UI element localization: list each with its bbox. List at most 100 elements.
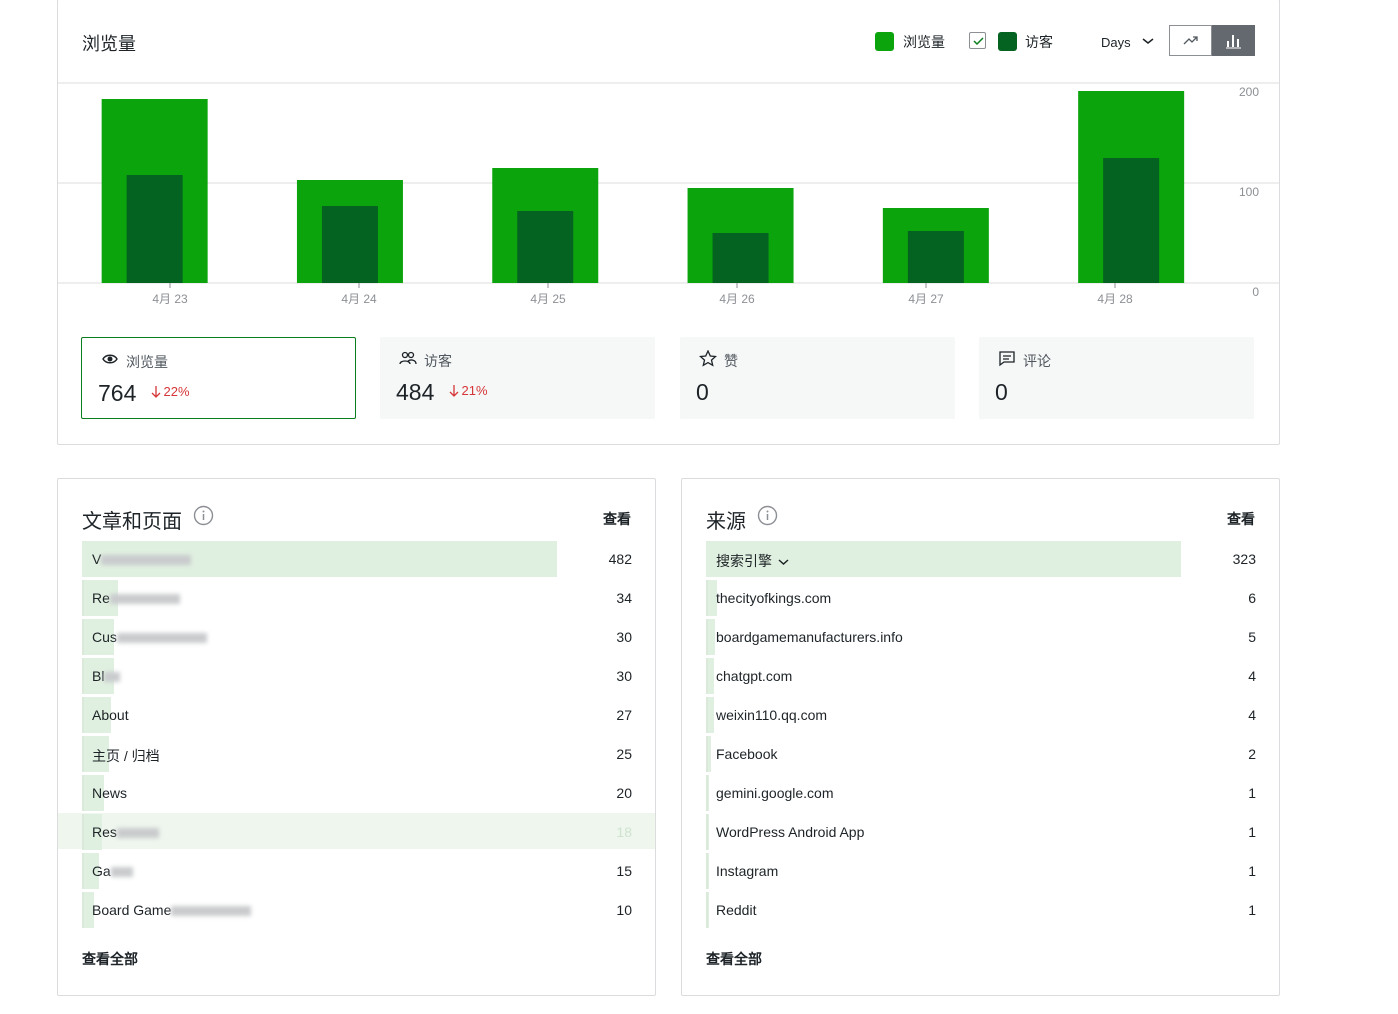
legend-label[interactable]: 访客 — [1025, 34, 1053, 50]
stat-change: 21% — [461, 383, 488, 398]
list-row[interactable]: Res 18 — [82, 814, 632, 850]
row-label-text: Board Game — [92, 902, 172, 918]
bar — [907, 231, 964, 283]
row-label-text: Ga — [92, 863, 111, 879]
row-value: 30 — [616, 629, 632, 645]
stat-label: 评论 — [1023, 353, 1051, 369]
row-label: 主页 / 归档 — [92, 746, 160, 766]
column-header: 查看 — [603, 511, 631, 527]
period-select[interactable]: Days — [1101, 35, 1131, 50]
row-label-text: Cus — [92, 629, 117, 645]
row-label-text: Reddit — [716, 902, 757, 918]
referrers-panel: 来源 查看 搜索引擎 323 thecityofkings.com 6 boardgamem… — [681, 478, 1280, 996]
row-value: 4 — [1248, 668, 1256, 684]
y-tick-label: 0 — [1252, 285, 1259, 299]
row-label-text: Instagram — [716, 863, 779, 879]
arrow-icon — [449, 385, 458, 397]
chevron-icon — [778, 559, 789, 566]
list-row[interactable]: V 482 — [82, 541, 632, 577]
row-label: Board Game — [92, 902, 252, 918]
row-label-text: boardgamemanufacturers.info — [716, 629, 903, 645]
posts-panel: 文章和页面 查看 V 482 Re 34 Cus 30 Bl 30 About 27 主页 / 归档 25… — [57, 478, 656, 996]
row-bar — [706, 619, 716, 655]
stat-icon — [399, 350, 417, 372]
stat-card[interactable]: 访客 484 21% — [380, 337, 655, 419]
row-label: V — [92, 551, 192, 567]
down-arrow — [151, 385, 161, 404]
chart-title: 浏览量 — [82, 34, 136, 54]
list-row[interactable]: gemini.google.com 1 — [706, 775, 1256, 811]
row-label: gemini.google.com — [716, 785, 834, 801]
x-tick-label: 4月 26 — [719, 292, 755, 306]
row-bar — [82, 853, 99, 889]
list-row[interactable]: Instagram 1 — [706, 853, 1256, 889]
row-label-text: Res — [92, 824, 117, 840]
x-tick-label: 4月 25 — [530, 292, 566, 306]
icon — [102, 354, 118, 364]
list-row[interactable]: 搜索引擎 323 — [706, 541, 1256, 577]
row-value: 323 — [1232, 551, 1256, 567]
list-row[interactable]: Re 34 — [82, 580, 632, 616]
row-label: boardgamemanufacturers.info — [716, 629, 903, 645]
row-bar — [82, 775, 104, 811]
row-value: 15 — [616, 863, 632, 879]
row-label-text: 搜索引擎 — [716, 553, 772, 569]
row-bar — [706, 853, 710, 889]
row-label: Res — [92, 824, 159, 840]
row-label-text: WordPress Android App — [716, 824, 865, 840]
redacted — [116, 828, 159, 839]
list-row[interactable]: weixin110.qq.com 4 — [706, 697, 1256, 733]
list-row[interactable]: WordPress Android App 1 — [706, 814, 1256, 850]
row-value: 4 — [1248, 707, 1256, 723]
icon — [698, 349, 718, 367]
view-all-link[interactable]: 查看全部 — [82, 951, 138, 967]
list-row[interactable]: About 27 — [82, 697, 632, 733]
row-bar — [706, 697, 714, 733]
legend-swatch[interactable] — [875, 32, 894, 51]
list-row[interactable]: thecityofkings.com 6 — [706, 580, 1256, 616]
panel-title: 文章和页面 — [82, 511, 182, 533]
list-row[interactable]: Cus 30 — [82, 619, 632, 655]
list-row[interactable]: Facebook 2 — [706, 736, 1256, 772]
row-label-text: chatgpt.com — [716, 668, 793, 684]
row-label-text: Facebook — [716, 746, 778, 762]
list-row[interactable]: Ga 15 — [82, 853, 632, 889]
line-toggle[interactable] — [1169, 25, 1212, 56]
row-label: WordPress Android App — [716, 824, 864, 840]
bar — [1103, 158, 1160, 283]
stat-label: 浏览量 — [126, 354, 168, 370]
row-value: 2 — [1248, 746, 1256, 762]
x-tick-label: 4月 27 — [908, 292, 944, 306]
bar-toggle[interactable] — [1212, 25, 1255, 56]
x-tick-label: 4月 23 — [152, 292, 188, 306]
stat-card[interactable]: 评论 0 — [979, 337, 1254, 419]
row-label: About — [92, 707, 129, 723]
row-label: weixin110.qq.com — [716, 707, 827, 723]
view-all-link[interactable]: 查看全部 — [706, 951, 762, 967]
list-row[interactable]: Board Game 10 — [82, 892, 632, 928]
info-icon — [193, 505, 214, 531]
stat-icon — [101, 351, 119, 373]
stat-icon — [998, 350, 1016, 372]
legend-label[interactable]: 浏览量 — [903, 34, 945, 50]
stat-card[interactable]: 浏览量 764 22% — [81, 337, 356, 419]
legend-swatch[interactable] — [998, 32, 1017, 51]
checkbox[interactable] — [969, 32, 986, 49]
row-value: 18 — [616, 824, 632, 840]
row-bar — [706, 736, 711, 772]
list-row[interactable]: 主页 / 归档 25 — [82, 736, 632, 772]
row-label-text: 主页 / 归档 — [92, 748, 160, 764]
list-row[interactable]: boardgamemanufacturers.info 5 — [706, 619, 1256, 655]
list-row[interactable]: Reddit 1 — [706, 892, 1256, 928]
redacted — [110, 867, 133, 878]
row-bar — [706, 541, 1181, 577]
row-value: 1 — [1248, 785, 1256, 801]
list-row[interactable]: chatgpt.com 4 — [706, 658, 1256, 694]
row-label: Instagram — [716, 863, 778, 879]
redacted — [171, 906, 252, 917]
list-row[interactable]: Bl 30 — [82, 658, 632, 694]
y-tick-label: 100 — [1239, 185, 1259, 199]
list-row[interactable]: News 20 — [82, 775, 632, 811]
